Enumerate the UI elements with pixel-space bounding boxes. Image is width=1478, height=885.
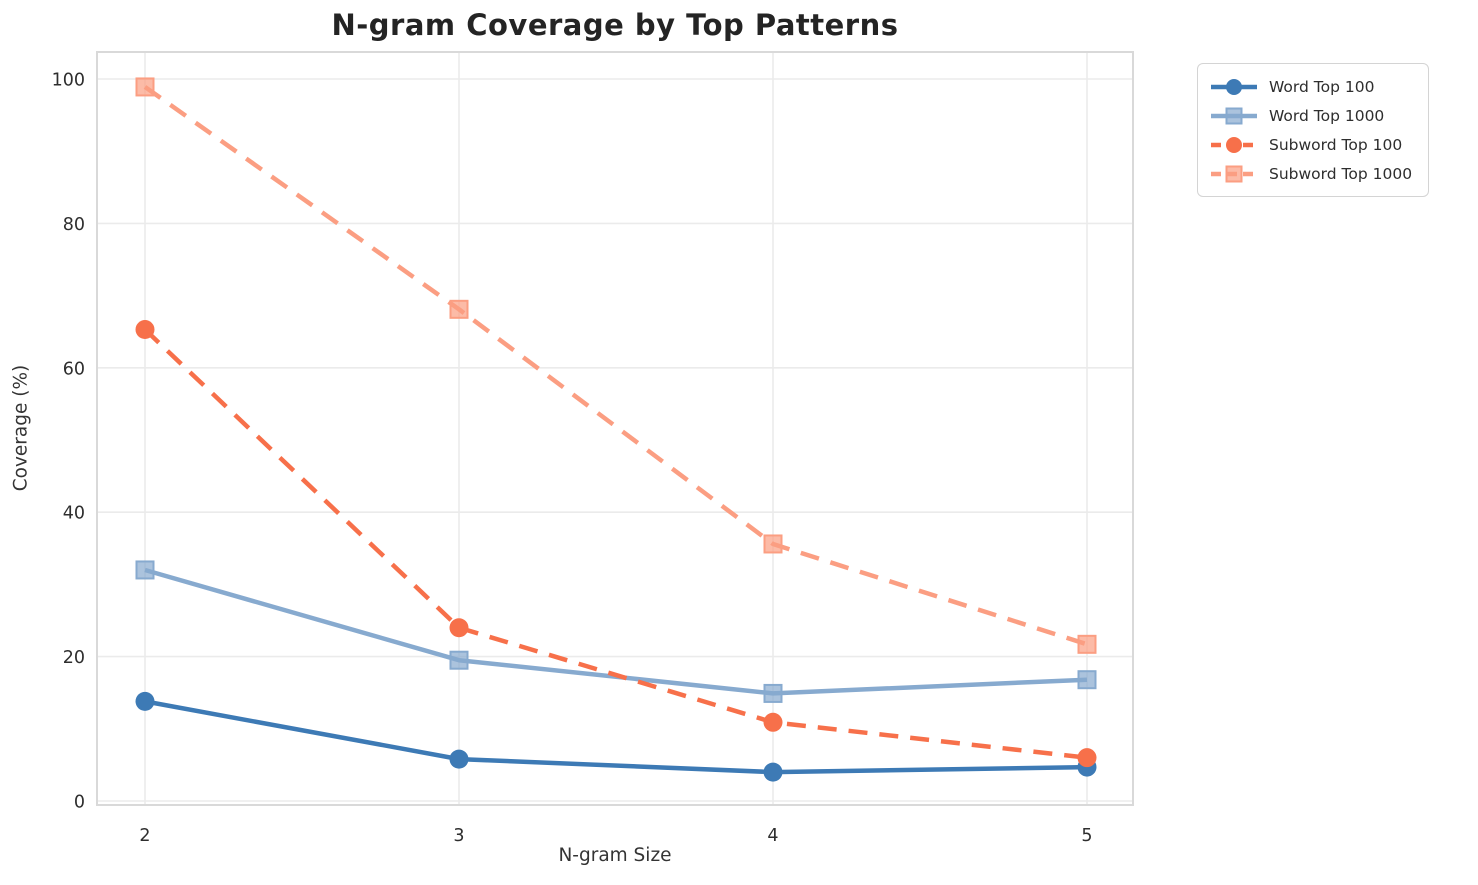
data-point-marker	[1077, 748, 1097, 768]
plot-frame	[96, 51, 1134, 806]
series-line	[143, 85, 1088, 647]
legend-marker-icon	[1226, 78, 1242, 95]
data-point-marker	[135, 560, 155, 580]
x-axis-label: N-gram Size	[558, 845, 672, 866]
data-point-marker	[1077, 670, 1097, 690]
legend-sample-dashed-square-icon	[1211, 165, 1257, 182]
legend: Word Top 100 Word Top 1000 Subword Top 100…	[1197, 63, 1430, 197]
legend-sample-dashed-circle-icon	[1211, 136, 1257, 153]
x-tick-label: 5	[1081, 826, 1092, 846]
series-line	[143, 327, 1088, 760]
legend-marker-icon	[1225, 165, 1243, 182]
legend-item: Subword Top 1000	[1210, 162, 1412, 185]
data-point-marker	[763, 683, 783, 703]
series-line	[144, 699, 1088, 775]
legend-item: Word Top 100	[1210, 75, 1412, 98]
data-point-marker	[135, 320, 155, 340]
data-point-marker	[1077, 634, 1097, 654]
legend-sample-solid-square-icon	[1211, 107, 1257, 124]
y-tick-label: 0	[74, 793, 85, 813]
y-tick-label: 100	[52, 71, 85, 91]
legend-marker-icon	[1226, 136, 1242, 153]
data-point-marker	[449, 299, 469, 319]
data-point-marker	[135, 77, 155, 97]
data-point-marker	[763, 534, 783, 554]
data-point-marker	[763, 712, 783, 732]
legend-item-label: Word Top 1000	[1269, 106, 1385, 125]
data-point-marker	[449, 618, 469, 638]
y-axis-label: Coverage (%)	[10, 364, 32, 492]
legend-sample-solid-circle-icon	[1211, 78, 1257, 95]
y-tick-label: 80	[63, 215, 85, 235]
y-tick-label: 60	[63, 359, 85, 379]
x-tick-label: 3	[453, 826, 464, 846]
legend-item: Word Top 1000	[1210, 104, 1412, 127]
legend-item-label: Subword Top 1000	[1269, 164, 1413, 183]
data-point-marker	[763, 762, 783, 782]
data-point-marker	[449, 650, 469, 670]
y-tick-label: 40	[63, 504, 85, 524]
x-tick-label: 2	[139, 826, 150, 846]
x-tick-label: 4	[767, 826, 778, 846]
y-tick-label: 20	[63, 648, 85, 668]
legend-item-label: Subword Top 100	[1269, 135, 1403, 154]
data-point-marker	[135, 691, 155, 711]
legend-item: Subword Top 100	[1210, 133, 1412, 156]
chart-title: N-gram Coverage by Top Patterns	[331, 8, 899, 42]
legend-marker-icon	[1225, 107, 1243, 124]
data-point-marker	[449, 749, 469, 769]
legend-item-label: Word Top 100	[1269, 77, 1375, 96]
